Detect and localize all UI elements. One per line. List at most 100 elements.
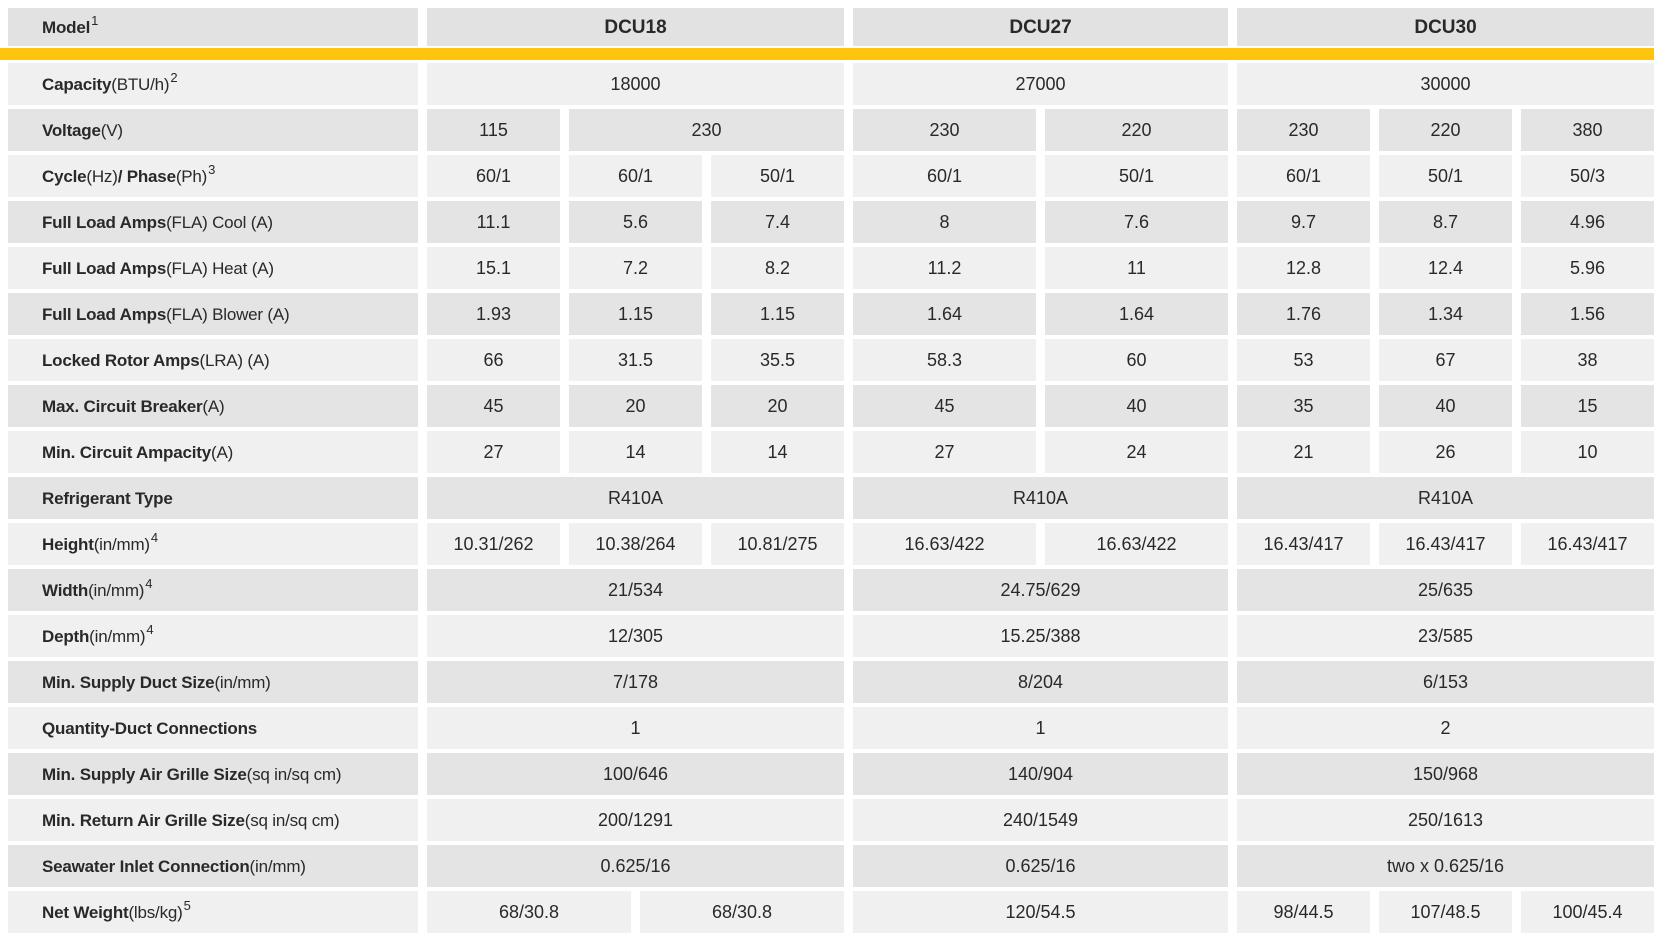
spec-cell: 0.625/16 (427, 845, 844, 887)
spec-cell: 16.43/417 (1521, 523, 1654, 565)
label-text: (in/mm) (88, 580, 145, 600)
label-text: Min. Circuit Ampacity (42, 442, 211, 462)
row-label: Full Load Amps (FLA) Blower (A) (8, 293, 418, 335)
spec-cell: 50/1 (1379, 155, 1512, 197)
label-text: (in/mm) (214, 672, 271, 692)
spec-cell: R410A (853, 477, 1228, 519)
spec-cell: 35.5 (711, 339, 844, 381)
spec-cell: 1.15 (569, 293, 702, 335)
spec-cell: 380 (1521, 109, 1654, 151)
label-text: Height (42, 534, 94, 554)
label-text: / Phase (117, 166, 176, 186)
row-label: Locked Rotor Amps (LRA) (A) (8, 339, 418, 381)
label-text: (Ph) (175, 166, 208, 186)
spec-cell: 150/968 (1237, 753, 1654, 795)
spec-cell: 250/1613 (1237, 799, 1654, 841)
spec-cell: 100/646 (427, 753, 844, 795)
label-text: Depth (42, 626, 90, 646)
row-label: Width (in/mm) 4 (8, 569, 418, 611)
spec-cell: 40 (1379, 385, 1512, 427)
spec-cell: 10.38/264 (569, 523, 702, 565)
spec-cell: 20 (711, 385, 844, 427)
row-label: Quantity-Duct Connections (8, 707, 418, 749)
label-text: (FLA) Blower (A) (166, 304, 290, 324)
model-label-cell: Model 1 (8, 8, 418, 46)
spec-cell: 12.4 (1379, 247, 1512, 289)
spec-cell: 1 (427, 707, 844, 749)
label-text: (A) (202, 396, 225, 416)
spec-cell: 24 (1045, 431, 1228, 473)
footnote-marker: 3 (208, 161, 216, 177)
spec-cell: 15.1 (427, 247, 560, 289)
spec-cell: 21/534 (427, 569, 844, 611)
spec-cell: 8.2 (711, 247, 844, 289)
accent-divider (0, 48, 1654, 60)
label-text: Cycle (42, 166, 87, 186)
label-text: (in/mm) (249, 856, 306, 876)
label-text: (in/mm) (89, 626, 146, 646)
row-label: Cycle (Hz) / Phase (Ph) 3 (8, 155, 418, 197)
label-text: Min. Supply Air Grille Size (42, 764, 247, 784)
spec-cell: 1.93 (427, 293, 560, 335)
spec-cell: 1.64 (853, 293, 1036, 335)
label-text: Full Load Amps (42, 258, 167, 278)
label-text: Min. Return Air Grille Size (42, 810, 245, 830)
label-text: Refrigerant Type (42, 488, 173, 508)
label-text: (sq in/sq cm) (246, 764, 342, 784)
row-label: Seawater Inlet Connection (in/mm) (8, 845, 418, 887)
row-label: Full Load Amps (FLA) Cool (A) (8, 201, 418, 243)
row-label: Min. Circuit Ampacity (A) (8, 431, 418, 473)
spec-cell: R410A (1237, 477, 1654, 519)
spec-cell: 45 (853, 385, 1036, 427)
label-text: Capacity (42, 74, 112, 94)
spec-cell: 26 (1379, 431, 1512, 473)
spec-cell: 16.63/422 (1045, 523, 1228, 565)
spec-cell: 21 (1237, 431, 1370, 473)
spec-cell: 1.64 (1045, 293, 1228, 335)
spec-cell: 10 (1521, 431, 1654, 473)
spec-cell: 16.43/417 (1379, 523, 1512, 565)
spec-cell: 45 (427, 385, 560, 427)
label-text: (in/mm) (93, 534, 150, 554)
spec-cell: 15.25/388 (853, 615, 1228, 657)
spec-cell: 115 (427, 109, 560, 151)
spec-cell: 100/45.4 (1521, 891, 1654, 933)
label-text: (LRA) (A) (199, 350, 270, 370)
label-text: Net Weight (42, 902, 129, 922)
spec-cell: 68/30.8 (427, 891, 631, 933)
spec-cell: 98/44.5 (1237, 891, 1370, 933)
row-label: Height (in/mm) 4 (8, 523, 418, 565)
spec-cell: 7.4 (711, 201, 844, 243)
spec-cell: 1.76 (1237, 293, 1370, 335)
spec-cell: 60/1 (1237, 155, 1370, 197)
spec-cell: 35 (1237, 385, 1370, 427)
spec-cell: 220 (1045, 109, 1228, 151)
spec-cell: 230 (853, 109, 1036, 151)
row-label: Voltage (V) (8, 109, 418, 151)
label-text: (lbs/kg) (128, 902, 183, 922)
spec-cell: 8/204 (853, 661, 1228, 703)
spec-cell: 12.8 (1237, 247, 1370, 289)
label-text: Min. Supply Duct Size (42, 672, 215, 692)
spec-cell: 5.96 (1521, 247, 1654, 289)
row-label: Max. Circuit Breaker (A) (8, 385, 418, 427)
label-text: Locked Rotor Amps (42, 350, 200, 370)
row-label: Min. Supply Duct Size (in/mm) (8, 661, 418, 703)
spec-cell: 11.1 (427, 201, 560, 243)
spec-cell: 16.63/422 (853, 523, 1036, 565)
row-label: Depth (in/mm) 4 (8, 615, 418, 657)
label-text: (FLA) Heat (A) (166, 258, 274, 278)
label-text: (sq in/sq cm) (244, 810, 340, 830)
spec-cell: 40 (1045, 385, 1228, 427)
spec-cell: 20 (569, 385, 702, 427)
spec-cell: 27 (853, 431, 1036, 473)
spec-cell: 220 (1379, 109, 1512, 151)
spec-cell: 60 (1045, 339, 1228, 381)
spec-cell: 30000 (1237, 63, 1654, 105)
footnote-marker: 4 (150, 529, 158, 545)
spec-cell: 230 (569, 109, 844, 151)
spec-cell: 1.34 (1379, 293, 1512, 335)
spec-cell: 0.625/16 (853, 845, 1228, 887)
spec-cell: R410A (427, 477, 844, 519)
spec-cell: 1.15 (711, 293, 844, 335)
